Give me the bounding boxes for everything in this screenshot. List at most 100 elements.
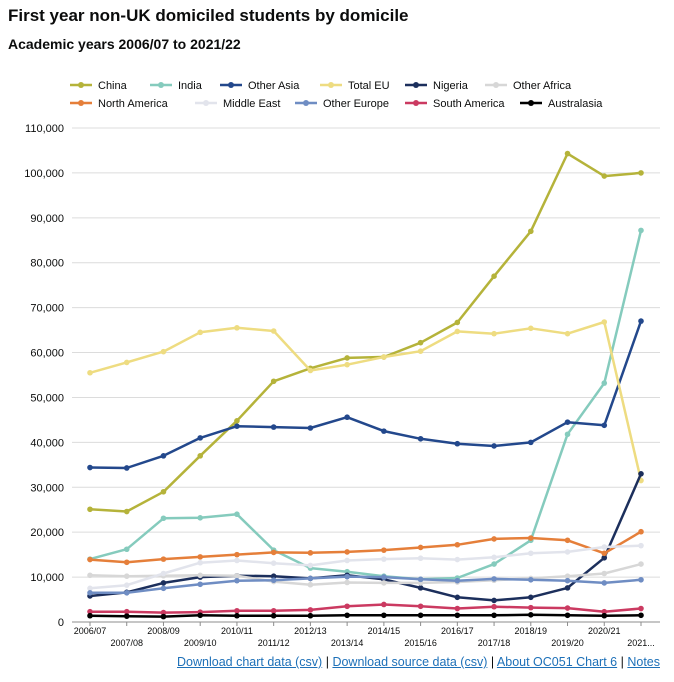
legend-item[interactable]: Other Africa xyxy=(485,80,572,92)
data-point[interactable] xyxy=(564,419,571,425)
data-point[interactable] xyxy=(270,612,277,619)
data-point[interactable] xyxy=(344,557,350,564)
data-point[interactable] xyxy=(528,594,534,601)
series-total-eu[interactable] xyxy=(87,319,644,484)
data-point[interactable] xyxy=(87,464,93,471)
data-point[interactable] xyxy=(491,603,497,610)
data-point[interactable] xyxy=(87,590,93,596)
data-point[interactable] xyxy=(87,612,93,619)
data-point[interactable] xyxy=(381,574,387,580)
data-point[interactable] xyxy=(160,580,167,586)
data-point[interactable] xyxy=(234,557,240,564)
data-point[interactable] xyxy=(270,328,277,334)
data-point[interactable] xyxy=(307,612,314,619)
data-point[interactable] xyxy=(160,609,167,616)
legend-item[interactable]: Other Asia xyxy=(220,80,300,92)
data-point[interactable] xyxy=(234,577,240,584)
data-point[interactable] xyxy=(123,465,130,471)
data-point[interactable] xyxy=(601,570,608,577)
data-point[interactable] xyxy=(197,515,203,521)
data-point[interactable] xyxy=(234,551,240,558)
data-point[interactable] xyxy=(491,536,497,542)
data-point[interactable] xyxy=(234,572,240,579)
data-point[interactable] xyxy=(491,273,497,280)
data-point[interactable] xyxy=(417,348,424,354)
data-point[interactable] xyxy=(417,339,424,346)
data-point[interactable] xyxy=(307,575,314,582)
data-point[interactable] xyxy=(344,612,350,619)
data-point[interactable] xyxy=(528,325,534,332)
legend-item[interactable]: India xyxy=(150,80,203,92)
legend-item[interactable]: Australasia xyxy=(520,98,603,110)
data-point[interactable] xyxy=(270,577,277,584)
series-other-asia[interactable] xyxy=(87,318,644,471)
data-point[interactable] xyxy=(528,612,534,618)
data-point[interactable] xyxy=(87,572,93,579)
data-point[interactable] xyxy=(123,613,130,619)
data-point[interactable] xyxy=(491,561,497,567)
data-point[interactable] xyxy=(601,544,608,550)
data-point[interactable] xyxy=(454,612,461,619)
data-point[interactable] xyxy=(491,612,497,619)
data-point[interactable] xyxy=(638,471,644,477)
series-north-america[interactable] xyxy=(87,528,644,566)
data-point[interactable] xyxy=(270,549,277,556)
data-point[interactable] xyxy=(601,380,608,386)
data-point[interactable] xyxy=(234,423,240,429)
data-point[interactable] xyxy=(160,570,167,577)
data-point[interactable] xyxy=(307,550,314,556)
legend-item[interactable]: South America xyxy=(405,98,505,110)
data-point[interactable] xyxy=(454,319,461,326)
data-point[interactable] xyxy=(564,573,571,579)
data-point[interactable] xyxy=(454,594,461,601)
data-point[interactable] xyxy=(160,348,167,355)
data-point[interactable] xyxy=(307,562,314,569)
data-point[interactable] xyxy=(564,612,571,619)
data-point[interactable] xyxy=(234,511,240,518)
data-point[interactable] xyxy=(528,439,534,446)
data-point[interactable] xyxy=(601,422,608,429)
data-point[interactable] xyxy=(197,329,203,336)
legend-item[interactable]: Middle East xyxy=(195,98,280,110)
data-point[interactable] xyxy=(344,579,350,586)
legend-item[interactable]: China xyxy=(70,80,128,92)
data-point[interactable] xyxy=(638,605,644,612)
notes-link[interactable]: Notes xyxy=(627,655,660,669)
data-point[interactable] xyxy=(601,550,608,557)
data-point[interactable] xyxy=(491,330,497,337)
legend-item[interactable]: Total EU xyxy=(320,80,390,92)
data-point[interactable] xyxy=(160,488,167,495)
series-middle-east[interactable] xyxy=(87,542,644,592)
download-chart-data-link[interactable]: Download chart data (csv) xyxy=(177,655,323,669)
data-point[interactable] xyxy=(417,612,424,619)
data-point[interactable] xyxy=(160,585,167,592)
data-point[interactable] xyxy=(638,318,644,324)
data-point[interactable] xyxy=(270,424,277,430)
data-point[interactable] xyxy=(381,428,387,434)
series-china[interactable] xyxy=(87,150,644,515)
series-south-america[interactable] xyxy=(87,601,644,616)
data-point[interactable] xyxy=(454,556,461,563)
data-point[interactable] xyxy=(564,431,571,438)
data-point[interactable] xyxy=(564,605,571,611)
data-point[interactable] xyxy=(197,612,203,619)
data-point[interactable] xyxy=(528,604,534,611)
data-point[interactable] xyxy=(638,561,644,567)
data-point[interactable] xyxy=(123,359,130,366)
data-point[interactable] xyxy=(270,573,277,579)
series-australasia[interactable] xyxy=(87,612,644,620)
data-point[interactable] xyxy=(344,603,350,610)
data-point[interactable] xyxy=(564,150,571,157)
data-point[interactable] xyxy=(87,506,93,513)
data-point[interactable] xyxy=(160,453,167,459)
data-point[interactable] xyxy=(270,378,277,385)
data-point[interactable] xyxy=(381,354,387,360)
data-point[interactable] xyxy=(234,607,240,614)
data-point[interactable] xyxy=(564,549,571,555)
data-point[interactable] xyxy=(234,418,240,424)
data-point[interactable] xyxy=(454,577,461,584)
data-point[interactable] xyxy=(601,554,608,561)
data-point[interactable] xyxy=(454,541,461,548)
data-point[interactable] xyxy=(638,227,644,234)
data-point[interactable] xyxy=(417,435,424,442)
